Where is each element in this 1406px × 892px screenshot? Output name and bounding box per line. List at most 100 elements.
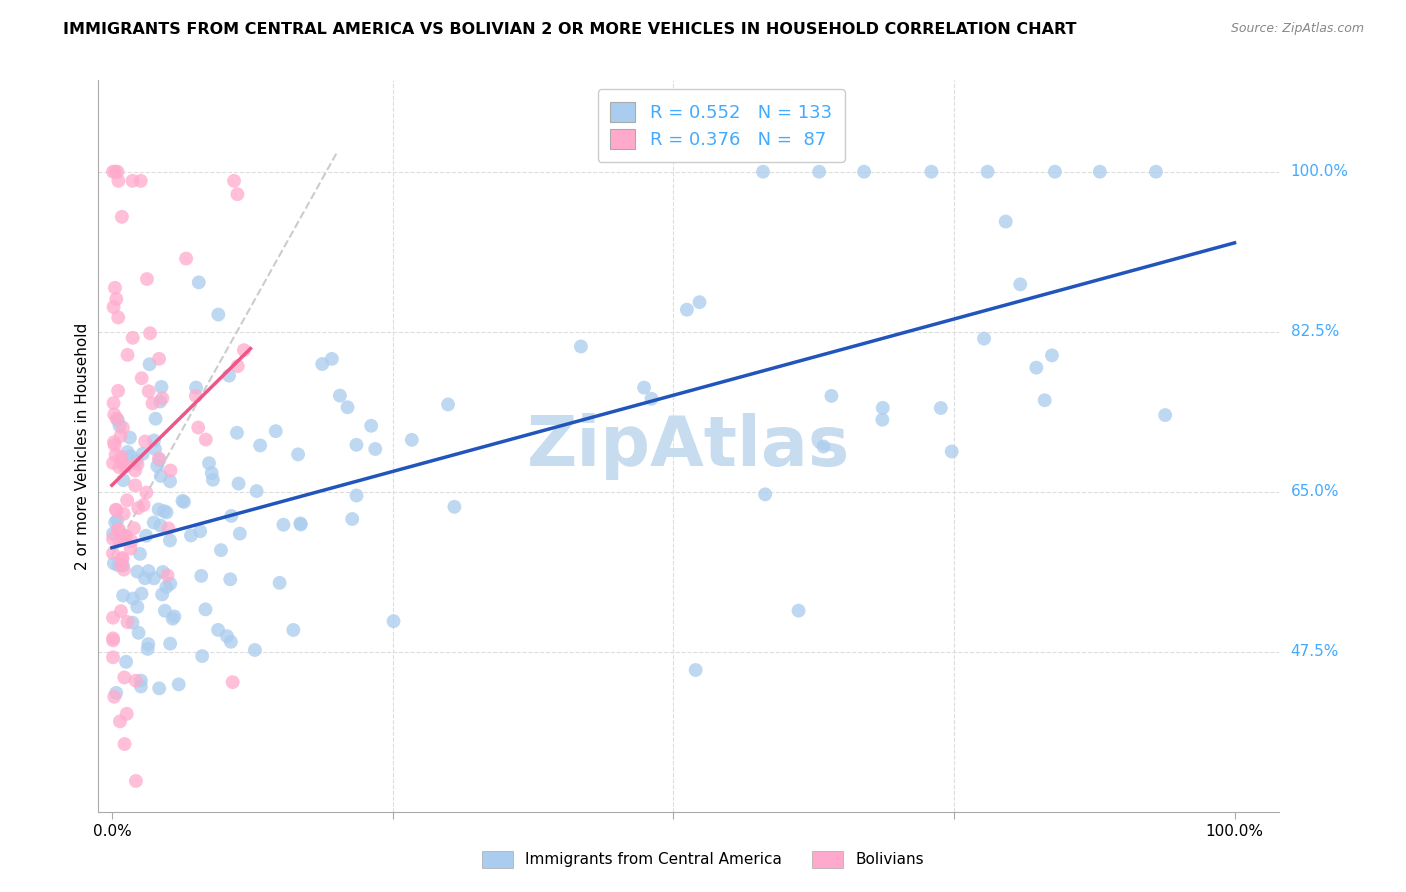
Point: [105, 686, 128, 700]
Point: [1010, 277, 1032, 292]
Point: [228, 476, 250, 491]
Point: [269, 575, 291, 590]
Point: [104, 448, 127, 462]
Point: [143, 434, 166, 448]
Point: [138, 384, 160, 399]
Point: [145, 411, 167, 425]
Point: [108, 460, 131, 475]
Point: [184, 380, 207, 394]
Point: [174, 252, 197, 266]
Point: [129, 547, 152, 561]
Point: [1043, 164, 1066, 178]
Point: [124, 478, 146, 492]
Point: [689, 295, 711, 310]
Point: [153, 504, 176, 518]
Point: [226, 425, 249, 440]
Point: [128, 625, 150, 640]
Point: [136, 637, 159, 651]
Point: [149, 518, 172, 533]
Point: [201, 466, 224, 480]
Point: [188, 524, 211, 539]
Point: [136, 272, 159, 286]
Point: [125, 673, 148, 688]
Point: [101, 633, 124, 648]
Point: [127, 565, 149, 579]
Point: [148, 681, 170, 696]
Point: [1033, 393, 1056, 408]
Point: [243, 643, 266, 657]
Point: [194, 602, 217, 616]
Point: [1088, 164, 1111, 178]
Point: [157, 521, 180, 535]
Point: [173, 495, 195, 509]
Point: [110, 604, 132, 618]
Point: [121, 534, 143, 549]
Point: [872, 413, 894, 427]
Point: [853, 164, 876, 178]
Point: [219, 634, 242, 648]
Point: [159, 463, 181, 477]
Point: [138, 564, 160, 578]
Point: [129, 174, 152, 188]
Point: [929, 401, 952, 415]
Point: [685, 663, 707, 677]
Point: [115, 493, 138, 508]
Point: [229, 526, 252, 541]
Point: [264, 424, 287, 438]
Point: [101, 164, 124, 178]
Point: [194, 433, 217, 447]
Point: [107, 523, 129, 537]
Point: [787, 604, 810, 618]
Point: [273, 517, 295, 532]
Point: [138, 357, 160, 371]
Point: [101, 456, 124, 470]
Point: [207, 308, 229, 322]
Point: [226, 359, 249, 373]
Point: [108, 533, 131, 548]
Point: [187, 420, 209, 434]
Point: [127, 500, 149, 515]
Point: [125, 453, 148, 467]
Y-axis label: 2 or more Vehicles in Household: 2 or more Vehicles in Household: [75, 322, 90, 570]
Point: [120, 449, 142, 463]
Point: [311, 357, 333, 371]
Point: [226, 187, 249, 202]
Point: [108, 714, 131, 729]
Point: [633, 381, 655, 395]
Point: [101, 526, 124, 541]
Point: [163, 609, 186, 624]
Point: [159, 576, 181, 591]
Point: [121, 331, 143, 345]
Point: [111, 210, 134, 224]
Point: [360, 418, 382, 433]
Point: [132, 447, 155, 461]
Point: [105, 411, 128, 425]
Point: [120, 541, 142, 556]
Point: [155, 580, 177, 594]
Text: ZipAtlas: ZipAtlas: [527, 412, 851, 480]
Text: 100.0%: 100.0%: [1291, 164, 1348, 179]
Point: [180, 528, 202, 542]
Point: [640, 392, 662, 406]
Point: [103, 300, 125, 314]
Point: [131, 371, 153, 385]
Point: [115, 655, 138, 669]
Point: [117, 348, 139, 362]
Text: 82.5%: 82.5%: [1291, 324, 1339, 339]
Point: [813, 440, 835, 454]
Point: [101, 650, 124, 665]
Point: [135, 485, 157, 500]
Point: [107, 413, 129, 427]
Point: [808, 164, 831, 178]
Point: [920, 164, 942, 178]
Point: [112, 589, 135, 603]
Point: [207, 623, 229, 637]
Point: [162, 612, 184, 626]
Point: [143, 571, 166, 585]
Point: [437, 397, 460, 411]
Point: [121, 174, 143, 188]
Point: [118, 431, 141, 445]
Point: [107, 174, 129, 188]
Point: [218, 368, 240, 383]
Point: [122, 521, 145, 535]
